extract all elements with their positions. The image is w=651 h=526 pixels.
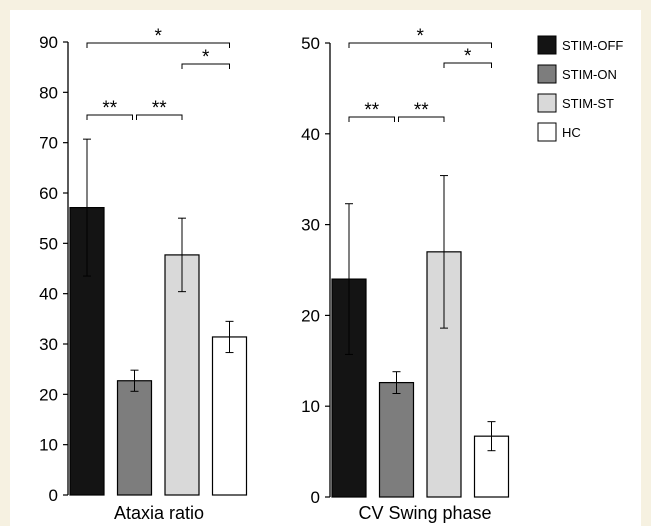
y-tick-label: 50: [301, 34, 320, 53]
y-tick-label: 50: [39, 234, 58, 253]
significance-bracket: [86, 114, 133, 120]
x-axis-label: Ataxia ratio: [114, 503, 204, 523]
legend-swatch-stim-off: [537, 35, 557, 55]
y-tick-label: 90: [39, 33, 58, 52]
significance-label: **: [414, 100, 429, 121]
y-tick-label: 10: [39, 436, 58, 455]
legend-swatch-stim-st: [537, 93, 557, 113]
significance-label: *: [202, 47, 210, 68]
y-tick-label: 30: [39, 335, 58, 354]
significance-label: **: [364, 100, 379, 121]
significance-label: *: [155, 26, 163, 47]
y-tick-label: 20: [301, 306, 320, 325]
x-axis-label: CV Swing phase: [358, 503, 491, 523]
significance-label: *: [464, 46, 472, 67]
bar-hc: [211, 336, 248, 496]
significance-label: **: [152, 98, 167, 119]
legend-label: STIM-OFF: [562, 38, 623, 53]
y-tick-label: 0: [49, 486, 58, 505]
legend-label: STIM-ON: [562, 67, 617, 82]
y-tick-label: 30: [301, 216, 320, 235]
legend-swatch-hc: [537, 122, 557, 142]
legend-label: HC: [562, 125, 581, 140]
significance-label: **: [102, 98, 117, 119]
bar-stim-st: [164, 254, 200, 496]
significance-bracket: [181, 63, 230, 69]
bar-stim-on: [378, 381, 415, 498]
y-tick-label: 80: [39, 83, 58, 102]
significance-bracket: [348, 116, 395, 122]
significance-bracket: [398, 116, 445, 122]
bar-stim-on: [116, 380, 153, 496]
y-tick-label: 40: [39, 285, 58, 304]
legend: STIM-OFF STIM-ON STIM-ST HC: [537, 35, 623, 142]
significance-bracket: [86, 42, 230, 48]
legend-swatch-stim-on: [537, 64, 557, 84]
y-tick-label: 20: [39, 385, 58, 404]
y-tick-label: 40: [301, 125, 320, 144]
significance-label: *: [417, 26, 425, 47]
y-tick-label: 60: [39, 184, 58, 203]
y-tick-label: 10: [301, 397, 320, 416]
legend-label: STIM-ST: [562, 96, 614, 111]
significance-bracket: [348, 42, 492, 48]
significance-bracket: [136, 114, 183, 120]
y-tick-label: 0: [311, 488, 320, 507]
significance-bracket: [443, 62, 492, 68]
y-tick-label: 70: [39, 134, 58, 153]
